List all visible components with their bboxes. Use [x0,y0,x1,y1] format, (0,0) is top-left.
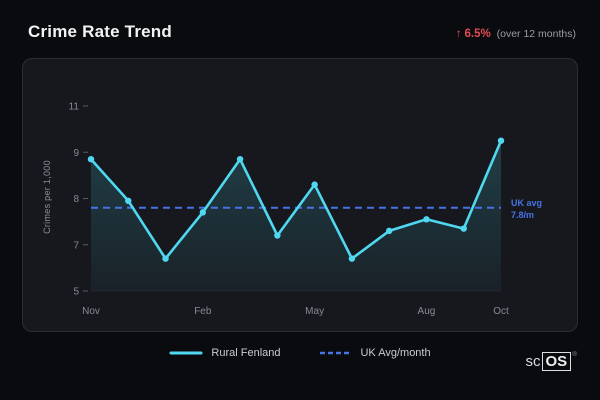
svg-text:Nov: Nov [82,306,100,317]
solid-line-swatch-icon [169,351,203,355]
svg-text:9: 9 [73,148,79,159]
svg-text:7: 7 [73,240,79,251]
legend-label-uk-avg: UK Avg/month [360,347,431,359]
y-axis-label: Crimes per 1,000 [42,160,52,234]
logo-text-pre: sc [525,353,541,371]
registered-trademark: ® [572,351,577,359]
header: Crime Rate Trend ↑ 6.5% (over 12 months) [28,22,576,42]
svg-text:Aug: Aug [418,306,436,317]
legend-item-rural-fenland: Rural Fenland [169,347,280,359]
svg-text:5: 5 [73,287,79,298]
legend-label-rural-fenland: Rural Fenland [211,347,281,359]
page-title: Crime Rate Trend [28,22,172,41]
chart-card: Crimes per 1,000 5 7 8 9 11 Nov Feb May Aug Oct UK… [22,58,578,332]
dashed-line-swatch-icon [320,351,351,355]
svg-text:Oct: Oct [493,306,509,317]
svg-text:8: 8 [73,194,79,205]
svg-text:7.8/m: 7.8/m [511,210,534,220]
svg-text:May: May [305,306,324,317]
svg-text:11: 11 [69,102,80,113]
trend-value: 6.5% [464,28,491,40]
svg-text:UK avg: UK avg [511,198,542,208]
chart-legend: Rural Fenland UK Avg/month [0,347,600,359]
line-chart: 5 7 8 9 11 Nov Feb May Aug Oct UK avg 7.8/m [69,102,542,318]
logo-text-box: OS [541,352,572,372]
scos-logo: sc OS ® [525,351,577,372]
legend-item-uk-avg: UK Avg/month [318,347,431,359]
trend-indicator: ↑ 6.5% (over 12 months) [456,28,576,40]
trend-period: (over 12 months) [496,28,576,40]
svg-text:Feb: Feb [194,306,212,317]
trend-up-arrow-icon: ↑ [455,28,462,40]
